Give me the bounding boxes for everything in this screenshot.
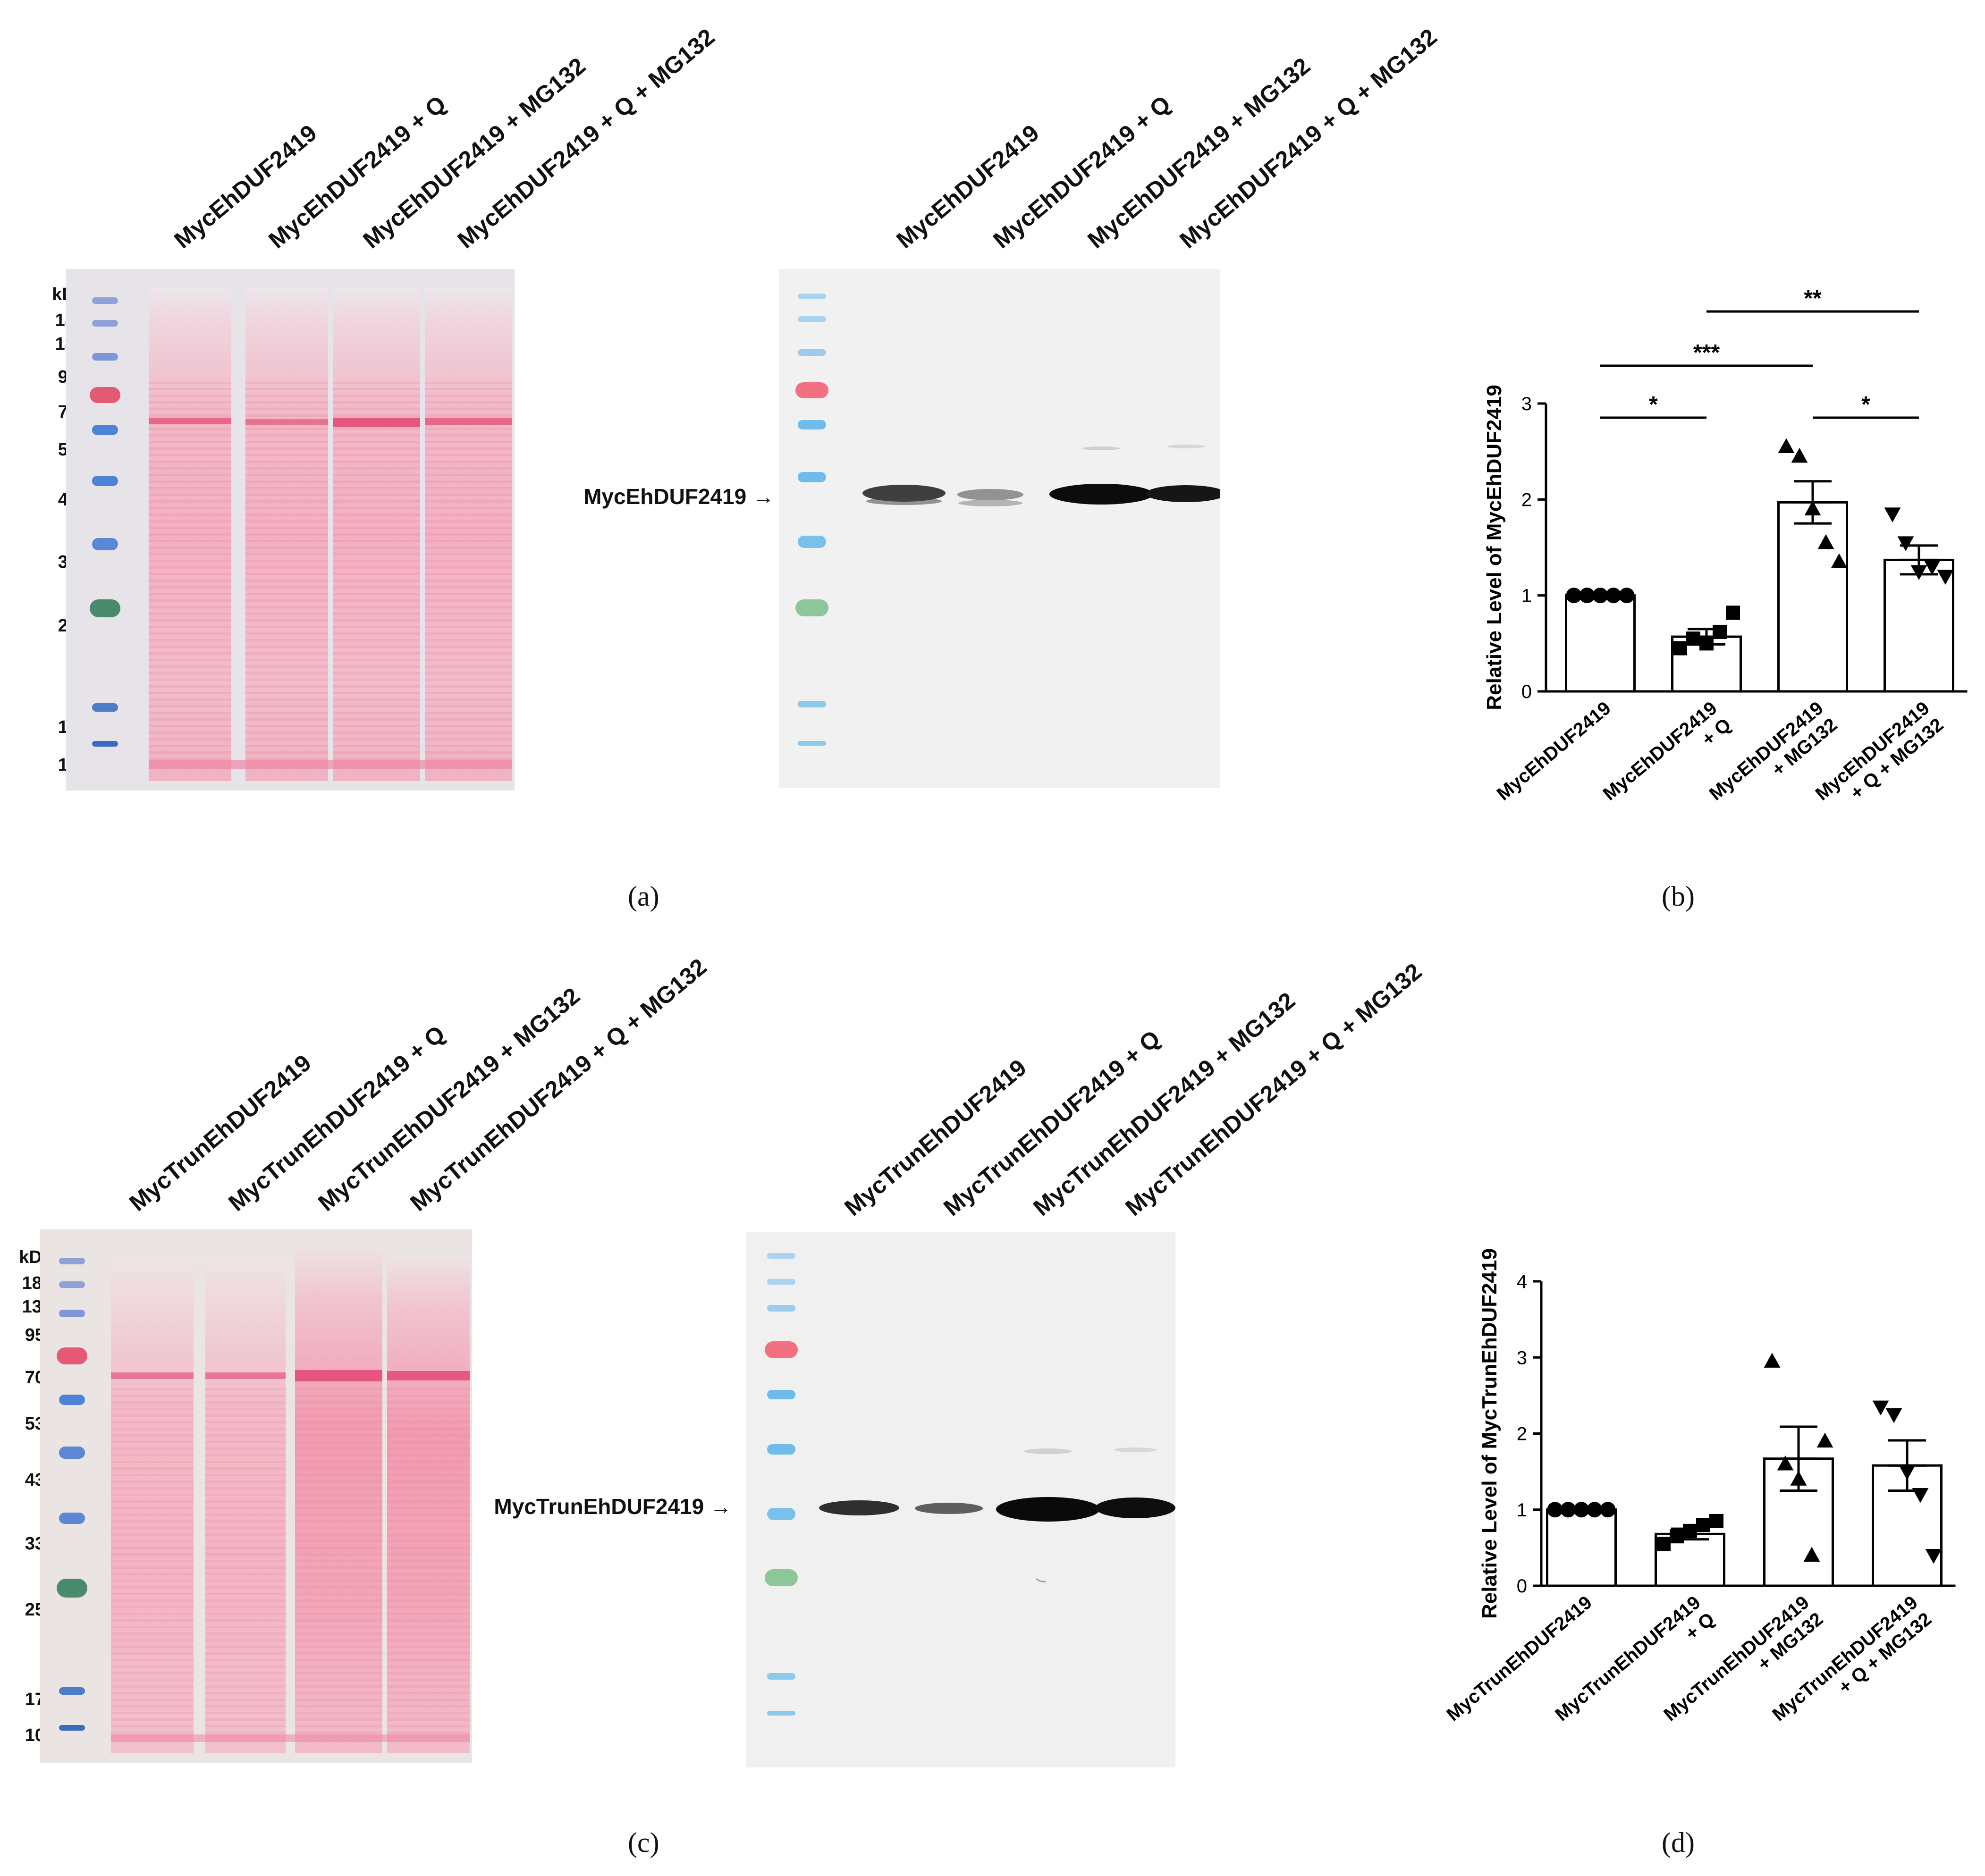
ponceau-lanes-c: [111, 1248, 470, 1753]
data-point: [1566, 588, 1582, 604]
ladder-blot-a: [795, 294, 828, 746]
data-point: [1670, 1529, 1684, 1544]
marker-label: 25: [25, 1600, 45, 1620]
ponceau-lanes-a: [149, 288, 512, 781]
marker-label: 70: [25, 1368, 45, 1388]
data-point: [1673, 641, 1687, 656]
band-label-a: MycEhDUF2419 →: [583, 484, 774, 509]
panel-letter-d: (d): [1662, 1827, 1695, 1858]
data-point: [1696, 1518, 1710, 1532]
bands-a: [862, 445, 1220, 506]
data-point: [1726, 606, 1740, 620]
x-tick-label-line: MycEhDUF2419: [1493, 698, 1615, 805]
data-point: [1699, 636, 1714, 651]
y-tick-label: 0: [1517, 1576, 1527, 1597]
data-point: [1592, 588, 1608, 604]
data-point: [1897, 536, 1914, 551]
data-point: [1872, 1400, 1889, 1416]
data-point: [1619, 588, 1635, 604]
x-tick-label: MycEhDUF2419+ Q: [1599, 698, 1735, 805]
y-tick-label: 2: [1517, 1424, 1527, 1445]
bar: [1777, 501, 1848, 693]
western-blot-c: [746, 1232, 1175, 1767]
y-tick-label: 1: [1521, 586, 1532, 606]
data-point: [1899, 1465, 1916, 1481]
data-point: [1924, 560, 1941, 575]
data-point: [1791, 447, 1808, 463]
data-point: [1831, 553, 1848, 568]
marker-label: 17: [25, 1690, 45, 1709]
band-label-c: MycTrunEhDUF2419 →: [494, 1494, 732, 1519]
bar: [1565, 594, 1636, 693]
ladder-c: [57, 1258, 87, 1731]
marker-label: 53: [25, 1414, 45, 1434]
data-point: [1778, 438, 1795, 453]
data-point: [1925, 1549, 1942, 1564]
significance-label: **: [1804, 286, 1822, 311]
data-point: [1884, 507, 1901, 522]
y-tick-label: 3: [1517, 1347, 1527, 1368]
data-point: [1777, 1455, 1794, 1471]
data-point: [1709, 1514, 1723, 1528]
data-point: [1587, 1502, 1603, 1518]
blot-lane-label: MycEhDUF2419 + Q: [988, 90, 1176, 254]
data-point: [1579, 588, 1595, 604]
ladder-blot-c: [765, 1253, 798, 1716]
data-point: [1885, 1408, 1902, 1423]
data-point: [1686, 631, 1700, 646]
x-tick-label: MycEhDUF2419+ Q + MG132: [1812, 698, 1948, 805]
data-point: [1804, 500, 1821, 516]
data-point: [1573, 1502, 1589, 1518]
data-point: [1912, 1488, 1929, 1503]
y-tick-label: 1: [1517, 1500, 1527, 1521]
ladder-a: [90, 297, 120, 747]
panel-letter-c: (c): [628, 1827, 659, 1858]
ponceau-gel-c: [40, 1229, 472, 1763]
y-axis-label: Relative Level of MycTrunEhDUF2419: [1478, 1248, 1501, 1619]
data-point: [1910, 565, 1927, 580]
data-point: [1937, 570, 1954, 585]
data-point: [1790, 1471, 1807, 1486]
panel-letter-a: (a): [628, 881, 659, 912]
significance-label: *: [1649, 392, 1658, 417]
blot-lane-label: MycTrunEhDUF2419: [839, 1054, 1031, 1221]
data-point: [1683, 1523, 1697, 1538]
bar: [1546, 1508, 1617, 1587]
marker-label: 43: [25, 1470, 45, 1490]
x-tick-label-line: MycEhDUF2419: [1599, 698, 1721, 805]
data-point: [1817, 534, 1834, 549]
ponceau-gel-a: [66, 269, 515, 791]
ponceau-lane-label: MycTrunEhDUF2419: [124, 1049, 316, 1217]
data-point: [1803, 1547, 1820, 1562]
marker-label: 33: [25, 1534, 45, 1554]
y-tick-label: 2: [1521, 489, 1532, 510]
y-axis-label: Relative Level of MycEhDUF2419: [1483, 385, 1506, 710]
ponceau-lane-label: MycEhDUF2419 + Q: [263, 90, 451, 254]
panel-letter-b: (b): [1662, 881, 1695, 912]
data-point: [1656, 1537, 1671, 1551]
data-point: [1560, 1502, 1576, 1518]
x-tick-label: MycEhDUF2419+ MG132: [1706, 698, 1841, 805]
significance-label: *: [1861, 392, 1870, 417]
western-blot-a: [779, 269, 1220, 788]
x-tick-label: MycEhDUF2419: [1493, 698, 1615, 805]
data-point: [1816, 1432, 1833, 1448]
data-point: [1713, 624, 1727, 639]
significance-label: ***: [1693, 340, 1720, 365]
data-point: [1600, 1502, 1616, 1518]
marker-label: 10: [25, 1725, 45, 1745]
marker-label: 95: [25, 1325, 45, 1345]
y-tick-label: 3: [1521, 394, 1532, 414]
y-tick-label: 0: [1521, 681, 1532, 702]
data-point: [1764, 1353, 1781, 1368]
data-point: [1547, 1502, 1563, 1518]
data-point: [1605, 588, 1622, 604]
y-tick-label: 4: [1517, 1271, 1527, 1292]
bands-c: [819, 1447, 1175, 1582]
